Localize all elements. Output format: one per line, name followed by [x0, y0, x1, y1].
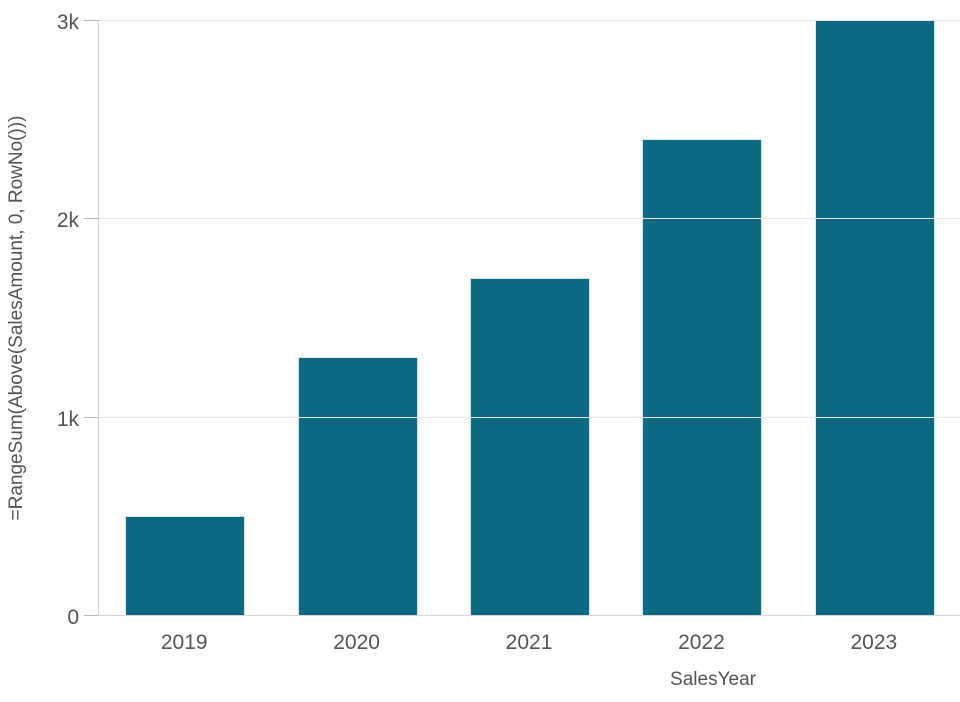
gridline — [99, 20, 960, 21]
y-tick-mark — [84, 416, 98, 418]
bars-container — [99, 20, 960, 615]
y-axis: 0 1k 2k 3k — [0, 12, 98, 629]
x-tick-label: 2022 — [678, 631, 725, 654]
bar-2021[interactable] — [470, 277, 591, 615]
plot-area — [98, 20, 960, 616]
x-axis-title: SalesYear — [670, 669, 756, 690]
bar-2023[interactable] — [814, 20, 935, 615]
bar-2020[interactable] — [297, 357, 418, 615]
y-tick-mark — [84, 218, 98, 220]
y-tick-label: 2k — [56, 209, 79, 233]
x-axis-labels: 2019 2020 2021 2022 2023 — [98, 632, 960, 654]
bar-2019[interactable] — [125, 515, 246, 615]
y-tick-label: 1k — [56, 407, 79, 431]
bar-slot — [616, 20, 788, 615]
x-tick-label: 2021 — [505, 631, 553, 654]
x-tick-label: 2023 — [850, 631, 898, 654]
gridline — [99, 218, 960, 220]
bar-slot — [99, 20, 271, 615]
y-tick-mark — [84, 615, 98, 616]
bar-slot — [789, 20, 960, 615]
bar-slot — [271, 20, 443, 615]
gridline — [99, 416, 960, 418]
bar-slot — [444, 20, 616, 615]
y-tick-mark — [84, 20, 98, 21]
bar-2022[interactable] — [642, 139, 763, 615]
x-tick-label: 2019 — [160, 631, 208, 654]
x-tick-label: 2020 — [333, 631, 380, 654]
y-tick-label: 0 — [67, 606, 79, 629]
y-tick-label: 3k — [56, 11, 79, 34]
